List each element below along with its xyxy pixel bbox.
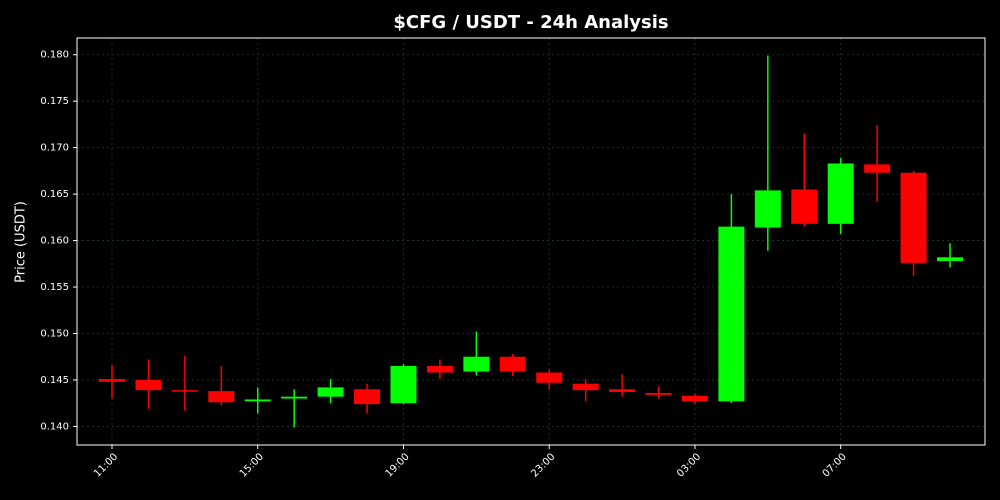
y-tick-label: 0.145 xyxy=(40,375,69,386)
y-tick-label: 0.170 xyxy=(40,143,69,154)
y-tick-label: 0.160 xyxy=(40,236,69,247)
candle-body xyxy=(791,189,818,224)
chart-title: $CFG / USDT - 24h Analysis xyxy=(393,12,668,33)
candle-body xyxy=(754,190,781,228)
candle-body xyxy=(317,387,344,397)
y-tick-label: 0.155 xyxy=(40,282,69,293)
candle-body xyxy=(900,172,927,263)
candle-body xyxy=(572,383,599,391)
candle-body xyxy=(827,163,854,224)
candle-body xyxy=(244,399,271,402)
candle-body xyxy=(463,356,490,372)
y-tick-label: 0.175 xyxy=(40,96,69,107)
y-tick-label: 0.165 xyxy=(40,189,69,200)
candle-body xyxy=(681,395,708,402)
candle-body xyxy=(645,392,672,395)
candle-body xyxy=(609,389,636,393)
y-tick-label: 0.150 xyxy=(40,328,69,339)
candle-body xyxy=(426,366,453,373)
candle-body xyxy=(281,396,308,399)
y-tick-label: 0.180 xyxy=(40,50,69,61)
candle-body xyxy=(99,379,125,382)
candle-body xyxy=(536,372,563,383)
candle-body xyxy=(135,379,162,391)
candle-body xyxy=(937,257,963,262)
candle-body xyxy=(499,356,526,372)
candle-body xyxy=(718,226,745,402)
candle-body xyxy=(390,366,417,404)
candle-body xyxy=(208,391,235,403)
candle-body xyxy=(354,389,381,405)
candle-body xyxy=(864,164,891,173)
plot-frame xyxy=(76,37,986,446)
y-tick-label: 0.140 xyxy=(40,421,69,432)
y-axis-label: Price (USDT) xyxy=(14,201,29,283)
candle-body xyxy=(171,390,198,392)
